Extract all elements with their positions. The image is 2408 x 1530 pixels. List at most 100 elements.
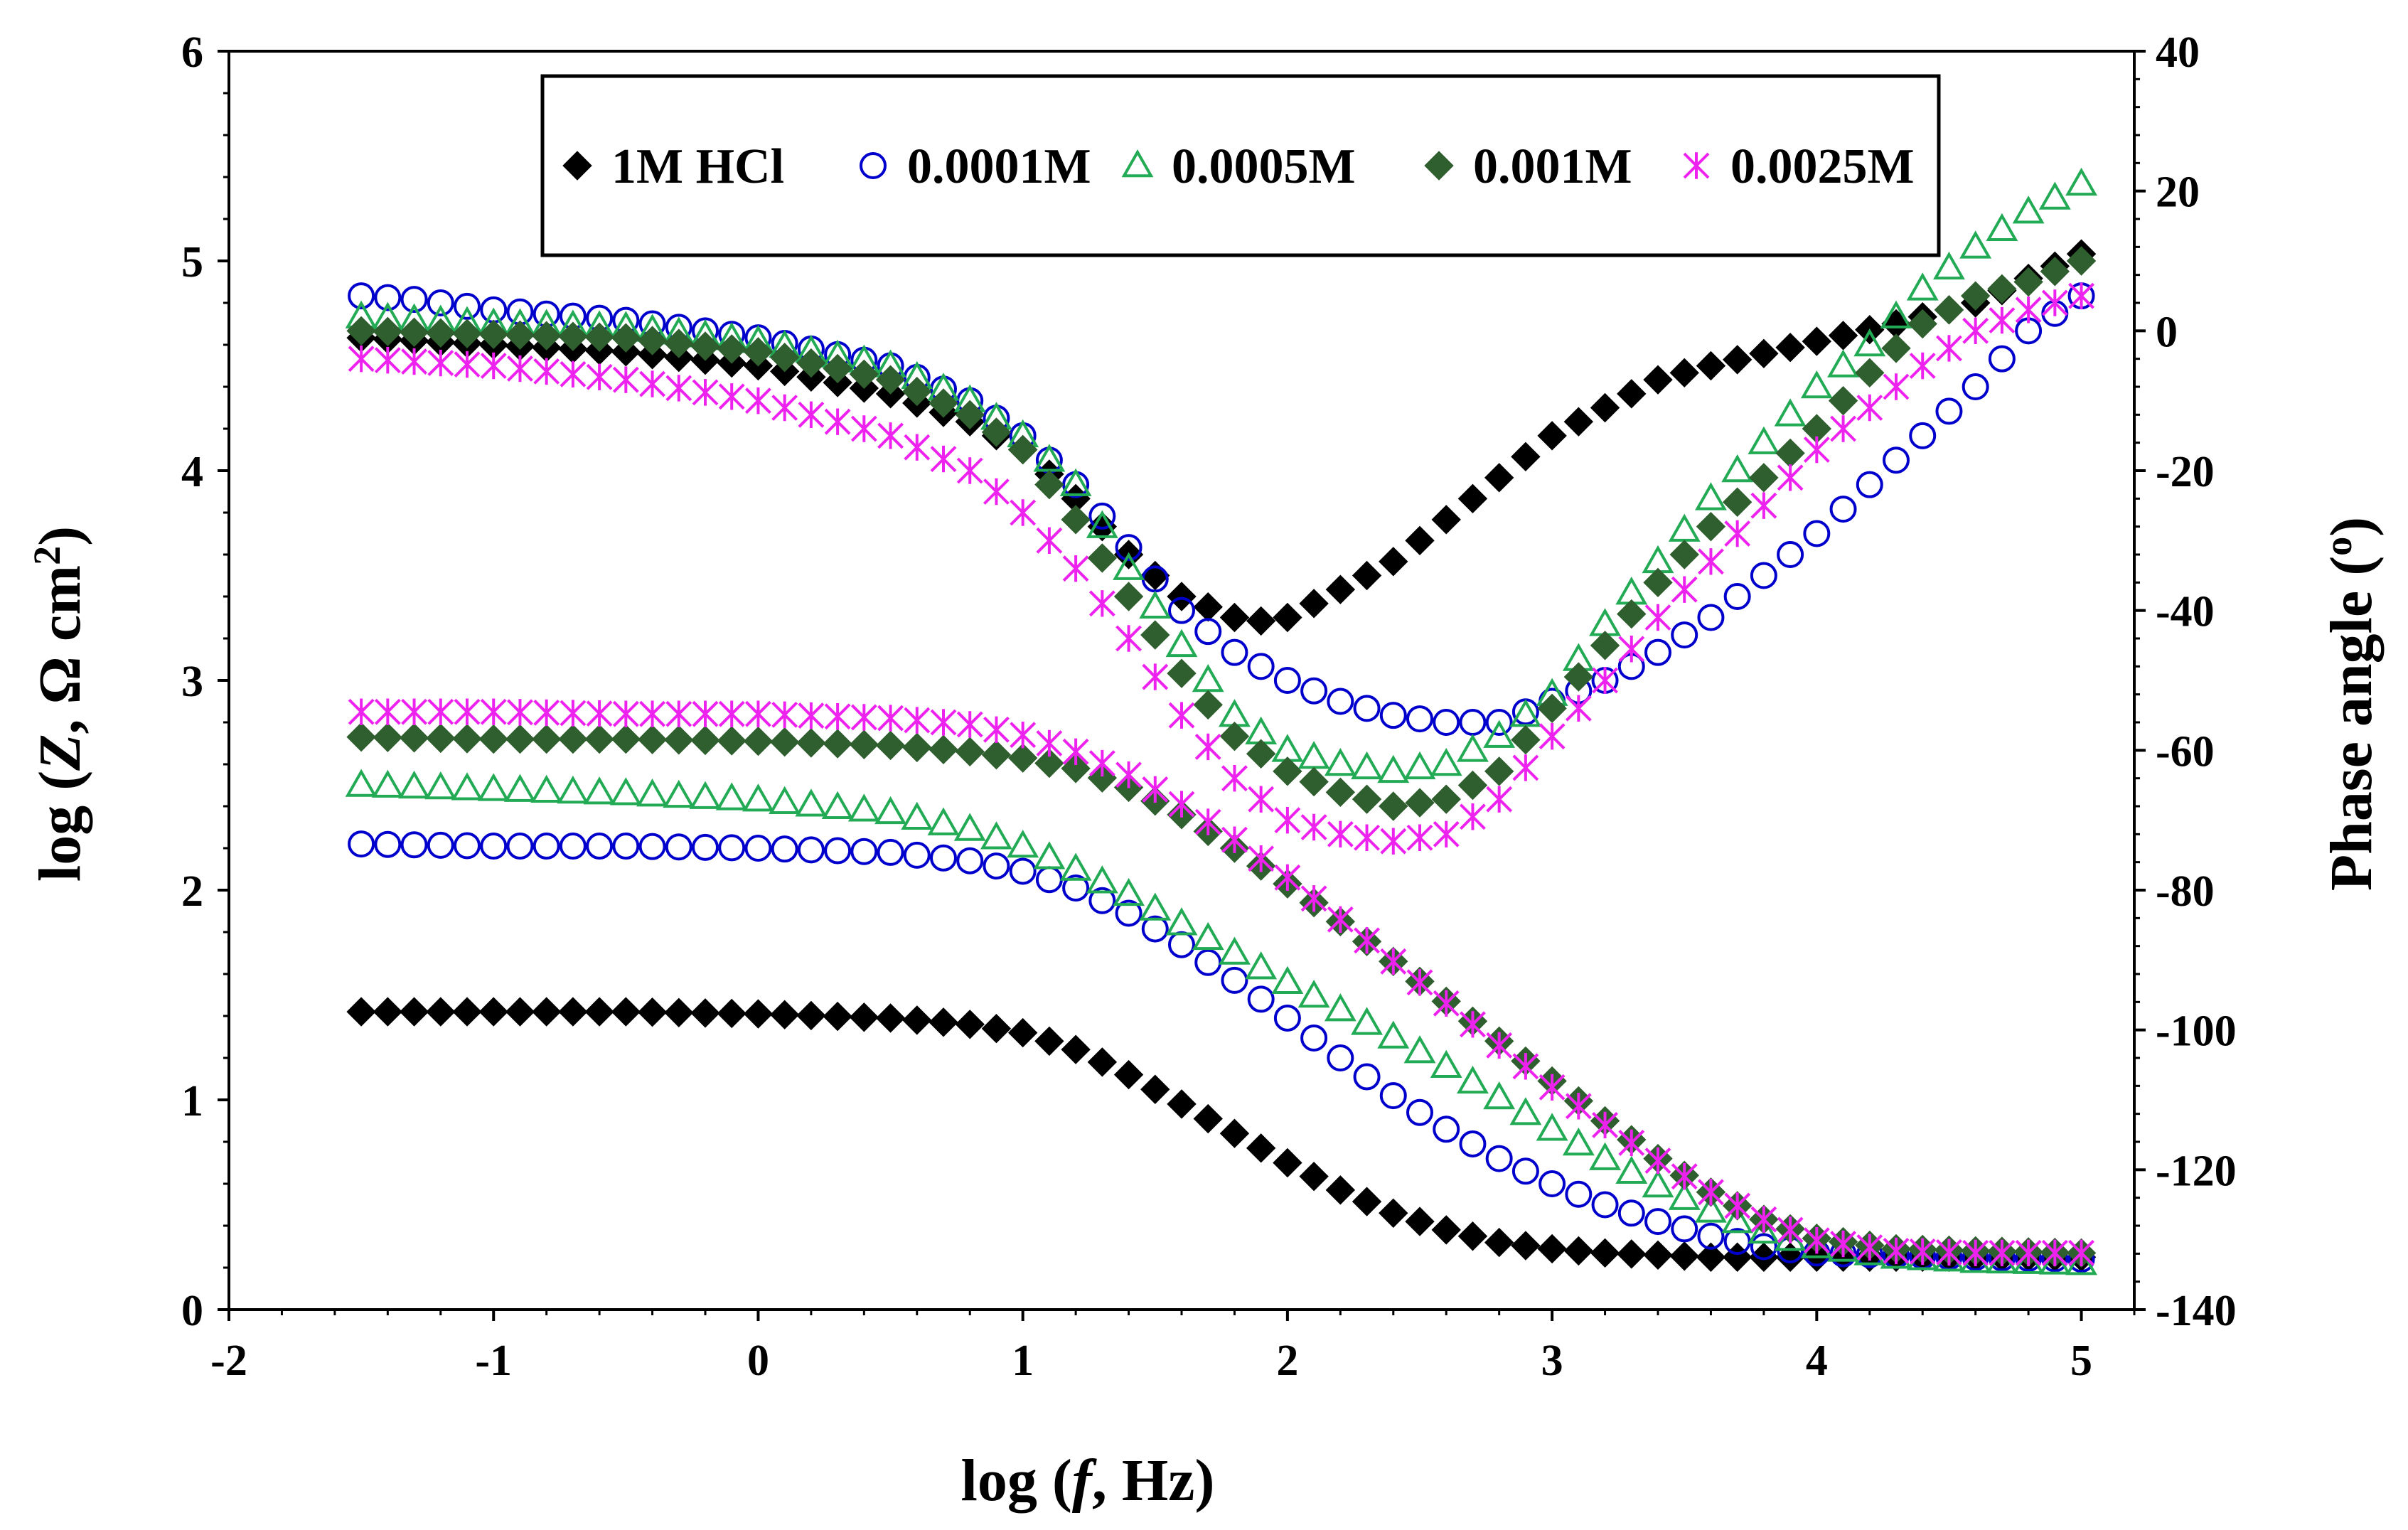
logz-point [715, 782, 748, 811]
y2-tick-label: 0 [2156, 308, 2178, 356]
logz-point [1459, 1130, 1487, 1157]
legend-label: 0.0025M [1730, 139, 1915, 194]
data-markers [345, 167, 2098, 1275]
phase-point [1537, 421, 1567, 451]
legend-label: 1M HCl [611, 139, 784, 194]
phase-point [1668, 513, 1701, 542]
phase-point [1829, 496, 1857, 523]
phase-point [1324, 747, 1356, 776]
phase-point [1248, 786, 1275, 813]
logz-point [1405, 1207, 1435, 1236]
phase-point [664, 328, 694, 358]
phase-point [560, 360, 587, 387]
phase-point [2015, 296, 2042, 323]
phase-point [1115, 534, 1143, 562]
logz-point [874, 796, 907, 825]
logz-point [346, 997, 376, 1027]
phase-point [1380, 828, 1407, 855]
phase-point [1986, 213, 2018, 241]
phase-point [877, 422, 904, 449]
logz-point [1273, 1004, 1301, 1032]
logz-point [769, 786, 801, 814]
logz-point [1721, 1205, 1754, 1234]
logz-point [1430, 1049, 1462, 1079]
phase-point [1830, 415, 1856, 442]
phase-point [1062, 555, 1089, 582]
logz-point [953, 813, 986, 841]
phase-point [983, 478, 1010, 505]
phase-point [1671, 576, 1698, 603]
phase-point [1406, 705, 1433, 733]
phase-point [665, 375, 692, 402]
logz-point [1297, 979, 1330, 1008]
phase-point [2012, 196, 2045, 224]
logz-point [1589, 1142, 1622, 1170]
phase-point [1777, 464, 1804, 491]
phase-point [1721, 454, 1754, 483]
phase-point [1430, 747, 1462, 776]
phase-point [1988, 345, 2016, 373]
y2-axis-title: Phase angle (o) [2317, 517, 2385, 891]
logz-point [1615, 1155, 1648, 1184]
phase-point [1168, 597, 1195, 624]
logz-point [477, 773, 510, 801]
phase-point [929, 388, 958, 418]
y2-tick-label: -120 [2156, 1147, 2237, 1195]
y-tick-label: 2 [181, 867, 203, 916]
phase-point [1960, 281, 1991, 311]
logz-point [1642, 1169, 1674, 1198]
logz-point [1007, 830, 1039, 858]
phase-point [427, 289, 454, 316]
logz-point [560, 700, 587, 727]
logz-point [399, 723, 429, 753]
logz-point [559, 833, 587, 860]
logz-point [1377, 1020, 1410, 1049]
phase-point [1115, 625, 1142, 652]
phase-point [1828, 385, 1858, 416]
legend-marker [1121, 149, 1154, 178]
logz-point [877, 705, 904, 732]
y-tick-label: 6 [181, 28, 203, 77]
phase-point [1061, 505, 1091, 535]
phase-point [1853, 328, 1886, 357]
y-tick-label: 3 [181, 658, 203, 706]
phase-point [2041, 289, 2068, 316]
logz-point [611, 997, 641, 1027]
logz-point [426, 997, 456, 1027]
logz-point [1433, 990, 1460, 1017]
phase-point [1379, 547, 1408, 577]
logz-point [424, 771, 457, 800]
logz-point [1618, 1129, 1645, 1157]
y-tick-label: 4 [181, 448, 203, 496]
phase-point [1936, 335, 1962, 362]
phase-point [1643, 365, 1673, 395]
phase-point [612, 366, 639, 393]
phase-point [1855, 358, 1885, 388]
phase-point [1353, 695, 1381, 722]
phase-point [798, 401, 825, 429]
logz-point [796, 728, 826, 758]
logz-point [1062, 874, 1090, 902]
logz-point [1299, 1161, 1329, 1192]
logz-point [1591, 1191, 1619, 1219]
logz-point [744, 835, 772, 862]
logz-point [1989, 1239, 2016, 1267]
logz-point [1059, 852, 1092, 881]
logz-point [718, 834, 746, 862]
logz-point [1167, 1089, 1197, 1119]
logz-point [1246, 1133, 1276, 1163]
phase-point [531, 321, 562, 351]
logz-point [690, 998, 720, 1028]
logz-point [480, 833, 508, 860]
phase-point [1221, 764, 1248, 792]
logz-point [824, 837, 852, 865]
logz-point [346, 722, 376, 752]
phase-point [1617, 599, 1647, 629]
logz-point [1539, 1170, 1566, 1197]
logz-point [533, 833, 560, 860]
logz-point [558, 724, 588, 754]
phase-point [373, 316, 403, 347]
logz-point [1113, 877, 1145, 906]
logz-point [929, 734, 958, 765]
logz-point [426, 723, 456, 754]
